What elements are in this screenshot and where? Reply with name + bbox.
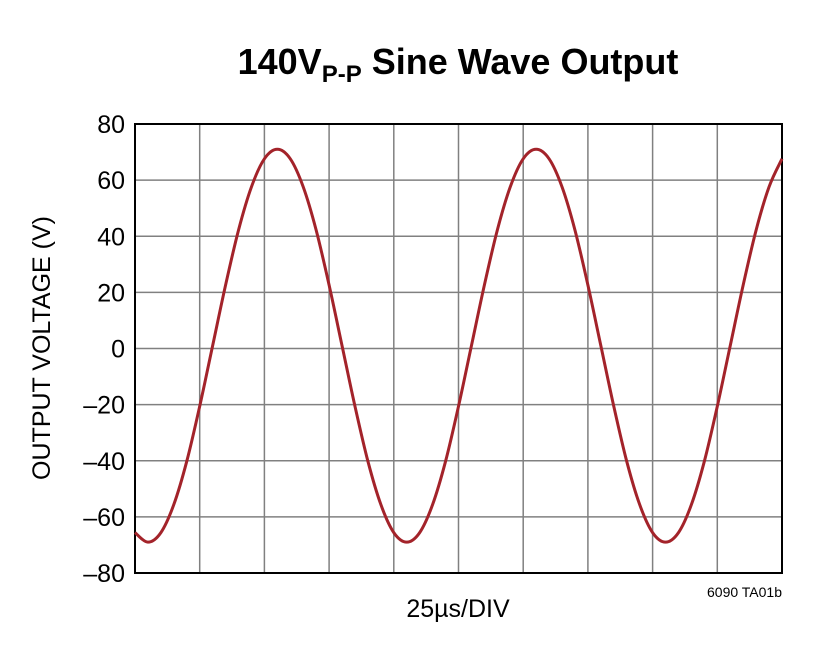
plot-frame [134, 123, 783, 574]
y-tick-label: –60 [83, 504, 125, 532]
y-axis-label: OUTPUT VOLTAGE (V) [28, 216, 56, 480]
data-line [134, 147, 784, 544]
title-subscript: P-P [322, 61, 362, 88]
y-tick-label: 40 [97, 223, 125, 251]
y-tick-label: –40 [83, 448, 125, 476]
y-tick-label: –20 [83, 392, 125, 420]
x-axis-label: 25µs/DIV [406, 595, 510, 623]
annotation: 6090 TA01b [707, 584, 782, 600]
y-tick-label: 80 [97, 111, 125, 139]
title-rest: Sine Wave Output [362, 41, 679, 82]
y-tick-label: 60 [97, 167, 125, 195]
y-tick-label: 0 [111, 336, 125, 364]
y-tick-label: –80 [83, 560, 125, 588]
title-main: 140V [238, 41, 322, 82]
chart-title: 140VP-P Sine Wave Output [238, 41, 679, 88]
y-tick-label: 20 [97, 279, 125, 307]
